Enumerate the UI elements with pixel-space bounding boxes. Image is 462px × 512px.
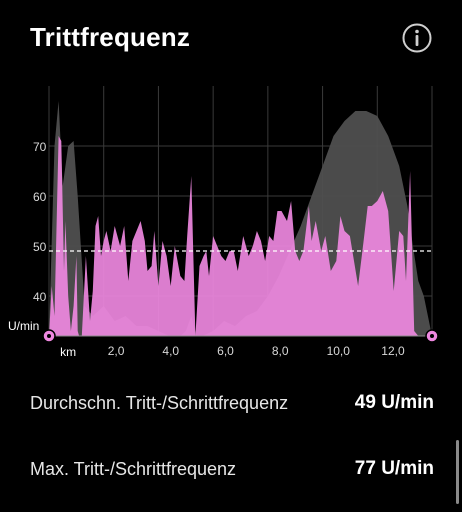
handle-dot [47, 334, 51, 338]
y-tick-label: 50 [33, 240, 47, 254]
x-tick-label: 10,0 [327, 344, 351, 358]
x-tick-label: 8,0 [272, 344, 289, 358]
stat-value-average: 49 U/min [354, 392, 434, 413]
x-tick-label: 2,0 [108, 344, 125, 358]
y-tick-label: 40 [33, 290, 47, 304]
y-tick-label: 60 [33, 190, 47, 204]
stat-row-average: Durchschn. Tritt-/Schrittfrequenz 49 U/m… [30, 392, 434, 414]
scrollbar[interactable] [456, 440, 459, 504]
y-tick-label: 70 [33, 140, 47, 154]
y-unit-label: U/min [8, 319, 39, 333]
x-tick-label: 6,0 [217, 344, 234, 358]
stat-label-max: Max. Tritt-/Schrittfrequenz [30, 458, 237, 479]
stat-value-max: 77 U/min [354, 458, 434, 479]
info-icon[interactable] [401, 22, 433, 54]
page-title: Trittfrequenz [30, 22, 191, 52]
x-unit-label: km [60, 345, 76, 359]
x-tick-label: 4,0 [162, 344, 179, 358]
cadence-series-area [49, 136, 432, 336]
stat-row-max: Max. Tritt-/Schrittfrequenz 77 U/min [30, 458, 434, 480]
handle-dot [430, 334, 434, 338]
x-tick-label: 12,0 [381, 344, 405, 358]
stat-label-average: Durchschn. Tritt-/Schrittfrequenz [30, 392, 289, 413]
cadence-chart[interactable]: 40 50 60 70 U/min km 2,0 4,0 6,0 8,0 10,0 12,0 [0, 86, 462, 366]
